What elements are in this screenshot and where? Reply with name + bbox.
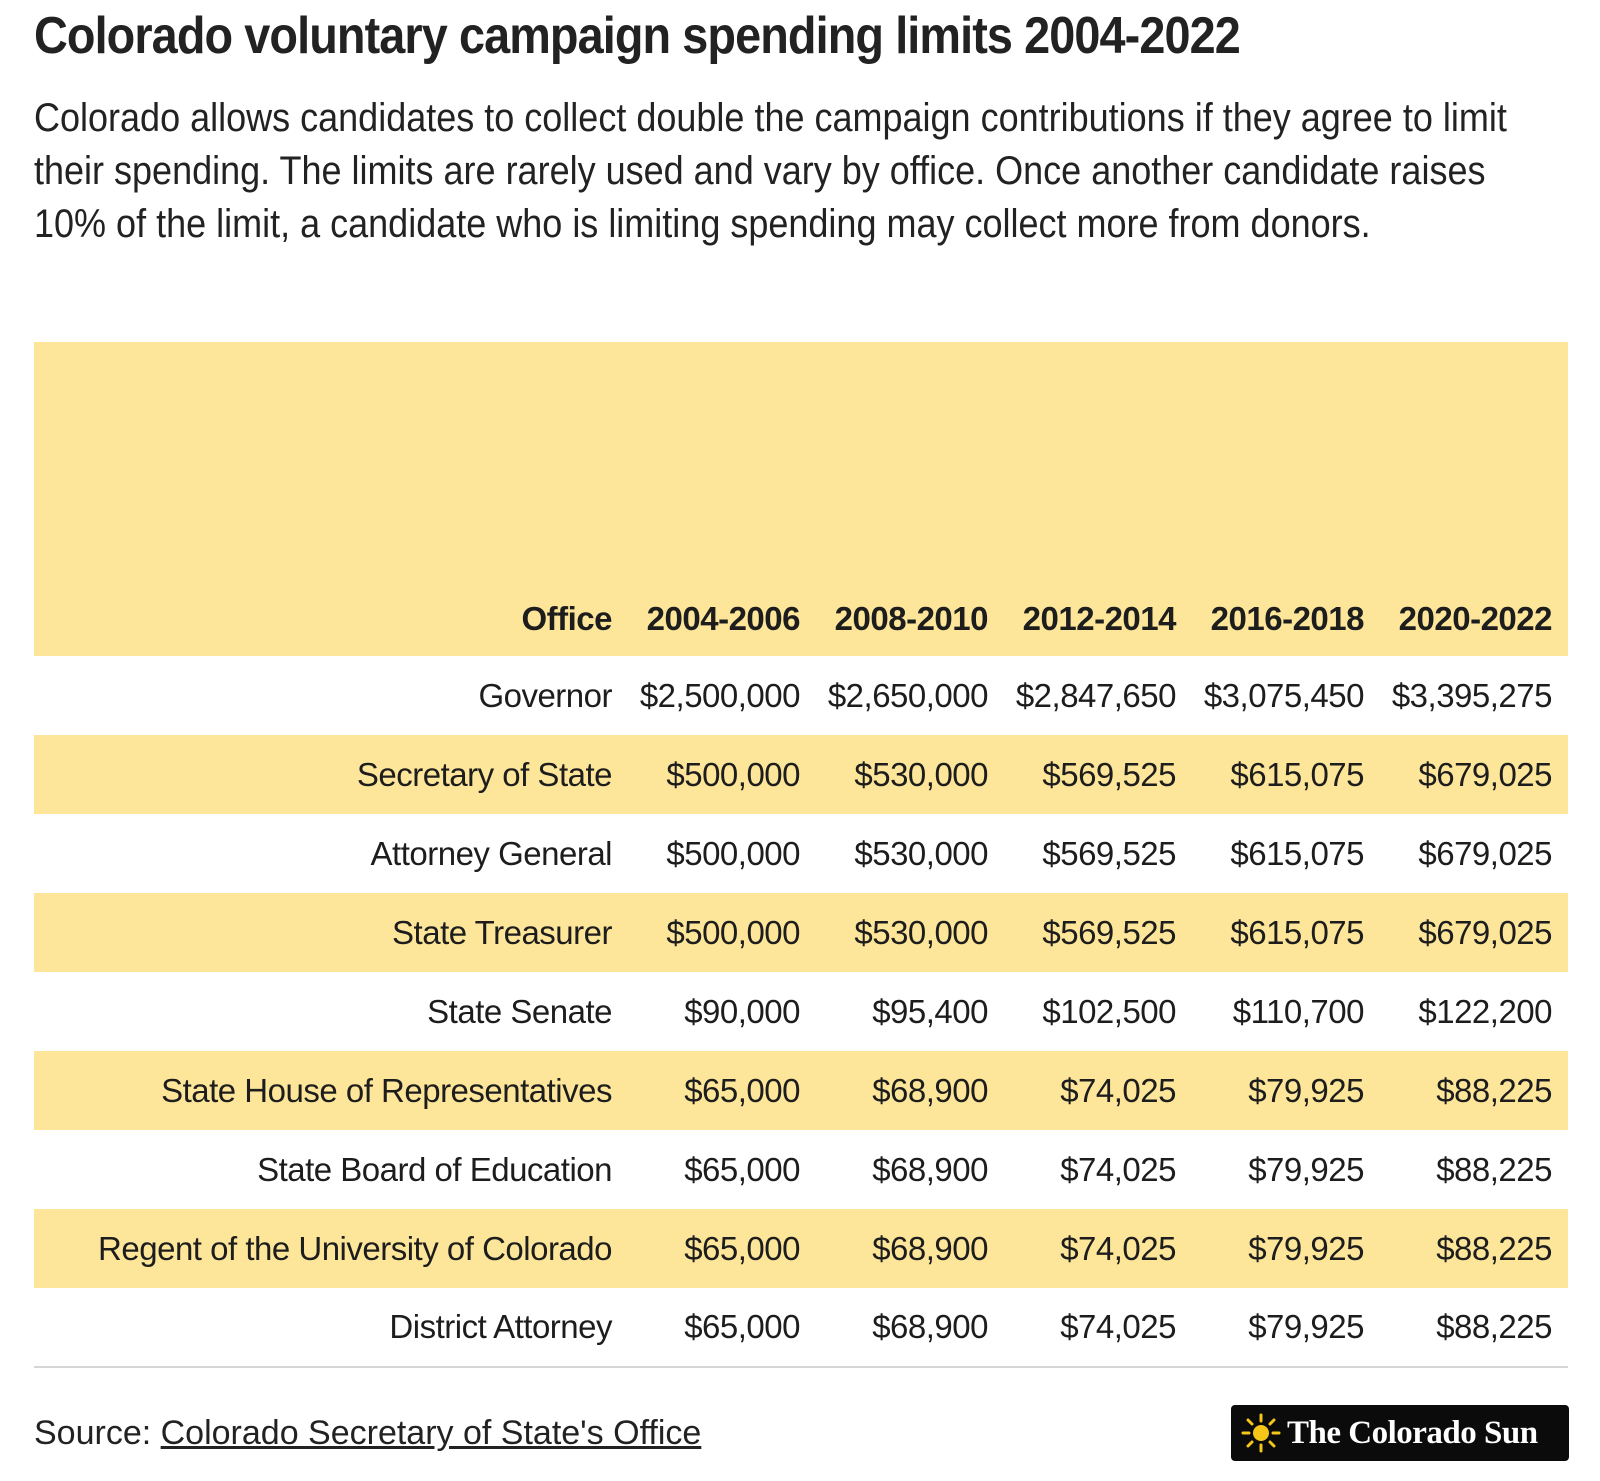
table-row: Regent of the University of Colorado $65,…: [34, 1209, 1568, 1288]
office-cell: Secretary of State: [356, 755, 613, 793]
limit-cell: $79,925: [1248, 1071, 1364, 1109]
limit-cell: $65,000: [684, 1150, 800, 1188]
limit-cell: $615,075: [1230, 755, 1364, 793]
office-cell: District Attorney: [389, 1308, 612, 1345]
office-cell: State House of Representatives: [161, 1071, 612, 1109]
office-cell: State Senate: [427, 992, 612, 1030]
office-cell: Attorney General: [370, 834, 613, 872]
limit-cell: $3,395,275: [1391, 676, 1553, 714]
header-2004-2006: 2004-2006: [646, 600, 801, 637]
table-row: Governor $2,500,000 $2,650,000 $2,847,650 $3…: [34, 656, 1568, 735]
table-row: District Attorney $65,000 $68,900 $74,025 $7…: [34, 1288, 1568, 1367]
limit-cell: $679,025: [1418, 834, 1552, 872]
table-header-row: Office 2004-2006 2008-2010 2012-2014 201…: [34, 342, 1568, 656]
limit-cell: $500,000: [666, 913, 800, 951]
limit-cell: $615,075: [1230, 834, 1364, 872]
limit-cell: $90,000: [684, 992, 800, 1030]
source-note: Source: Colorado Secretary of State's Of…: [34, 1414, 701, 1453]
limit-cell: $530,000: [854, 913, 988, 951]
limit-cell: $122,200: [1418, 992, 1552, 1030]
limit-cell: $79,925: [1248, 1150, 1364, 1188]
table-row: Secretary of State $500,000 $530,000 $569,5…: [34, 735, 1568, 814]
table-row: Attorney General $500,000 $530,000 $569,525…: [34, 814, 1568, 893]
header-office: Office: [521, 600, 612, 637]
table-body: Governor $2,500,000 $2,650,000 $2,847,650 $3…: [34, 656, 1568, 1367]
source-prefix: Source:: [34, 1414, 161, 1452]
limit-cell: $95,400: [872, 992, 988, 1030]
limit-cell: $68,900: [872, 1071, 988, 1109]
sun-icon: [1241, 1413, 1281, 1453]
limit-cell: $569,525: [1042, 755, 1176, 793]
table-row: State Board of Education $65,000 $68,900 $7…: [34, 1130, 1568, 1209]
limit-cell: $65,000: [684, 1071, 800, 1109]
limit-cell: $500,000: [666, 834, 800, 872]
limit-cell: $68,900: [872, 1229, 988, 1267]
limit-cell: $68,900: [872, 1150, 988, 1188]
chart-title: Colorado voluntary campaign spending lim…: [34, 7, 1241, 65]
limit-cell: $679,025: [1418, 755, 1552, 793]
limit-cell: $88,225: [1436, 1229, 1552, 1267]
header-2008-2010: 2008-2010: [834, 600, 989, 637]
office-cell: State Treasurer: [392, 913, 612, 951]
office-cell: Regent of the University of Colorado: [98, 1229, 612, 1267]
header-2012-2014: 2012-2014: [1022, 600, 1177, 637]
limit-cell: $569,525: [1042, 834, 1176, 872]
limit-cell: $500,000: [666, 755, 800, 793]
colorado-sun-logo: The Colorado Sun: [1231, 1405, 1569, 1461]
limit-cell: $2,847,650: [1015, 676, 1177, 714]
limit-cell: $615,075: [1230, 913, 1364, 951]
limit-cell: $530,000: [854, 755, 988, 793]
limit-cell: $79,925: [1248, 1308, 1364, 1345]
limit-cell: $65,000: [684, 1308, 800, 1345]
chart-subtitle: Colorado allows candidates to collect do…: [34, 96, 1507, 246]
table-row: State House of Representatives $65,000 $68…: [34, 1051, 1568, 1130]
limit-cell: $68,900: [872, 1308, 988, 1345]
limit-cell: $88,225: [1436, 1071, 1552, 1109]
limit-cell: $74,025: [1060, 1229, 1176, 1267]
limit-cell: $2,650,000: [827, 676, 989, 714]
limit-cell: $88,225: [1436, 1308, 1552, 1345]
table-row: State Senate $90,000 $95,400 $102,500 $110,7…: [34, 972, 1568, 1051]
limit-cell: $74,025: [1060, 1071, 1176, 1109]
table-row: State Treasurer $500,000 $530,000 $569,525 $…: [34, 893, 1568, 972]
limit-cell: $74,025: [1060, 1150, 1176, 1188]
limit-cell: $79,925: [1248, 1229, 1364, 1267]
limit-cell: $2,500,000: [639, 676, 801, 714]
header-2020-2022: 2020-2022: [1398, 600, 1553, 637]
limit-cell: $102,500: [1042, 992, 1176, 1030]
header-2016-2018: 2016-2018: [1210, 600, 1365, 637]
limit-cell: $3,075,450: [1203, 676, 1365, 714]
limit-cell: $110,700: [1232, 992, 1365, 1030]
limit-cell: $679,025: [1418, 913, 1552, 951]
office-cell: Governor: [478, 676, 612, 714]
spending-limits-table: Office 2004-2006 2008-2010 2012-2014 201…: [34, 342, 1568, 1368]
source-link[interactable]: Colorado Secretary of State's Office: [160, 1414, 702, 1452]
logo-text: The Colorado Sun: [1287, 1414, 1538, 1451]
limit-cell: $74,025: [1060, 1308, 1176, 1345]
office-cell: State Board of Education: [257, 1150, 612, 1188]
limit-cell: $569,525: [1042, 913, 1176, 951]
limit-cell: $530,000: [854, 834, 988, 872]
limit-cell: $88,225: [1436, 1150, 1552, 1188]
limit-cell: $65,000: [684, 1229, 800, 1267]
